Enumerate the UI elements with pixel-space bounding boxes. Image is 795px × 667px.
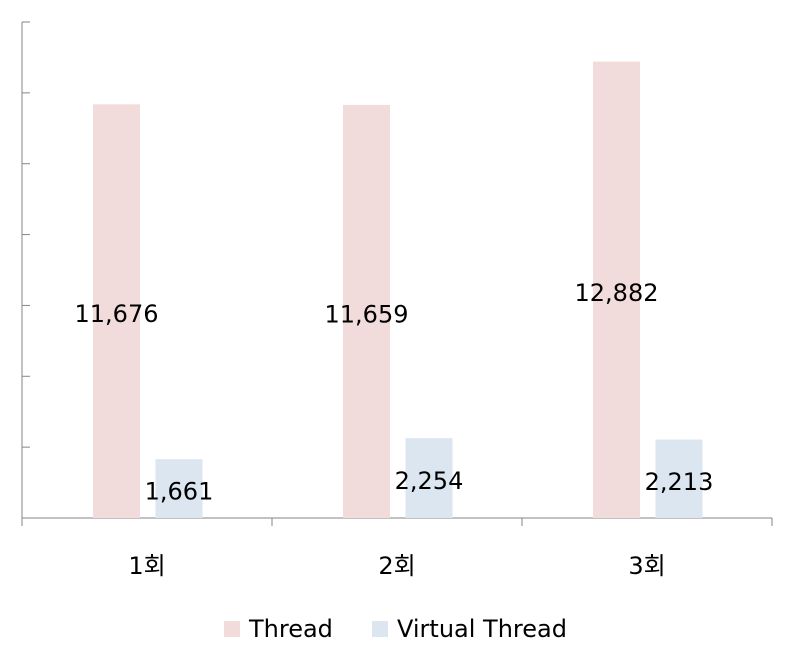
data-label: 11,676 [75, 300, 159, 328]
data-label: 2,213 [645, 468, 714, 496]
legend-label: Thread [248, 615, 333, 643]
bar [593, 61, 640, 519]
data-label: 1,661 [145, 478, 214, 506]
bar [93, 104, 140, 518]
x-tick-label: 2회 [378, 552, 415, 580]
bar [405, 438, 453, 518]
data-label: 2,254 [395, 467, 464, 495]
legend-swatch [224, 621, 240, 637]
data-label: 11,659 [325, 300, 409, 328]
x-tick-label: 1회 [128, 552, 165, 580]
bar [155, 459, 203, 518]
bar [655, 439, 703, 518]
bar [343, 104, 390, 518]
x-tick-label: 3회 [628, 552, 665, 580]
legend-label: Virtual Thread [397, 615, 567, 643]
data-label: 12,882 [575, 279, 659, 307]
legend-swatch [372, 621, 388, 637]
